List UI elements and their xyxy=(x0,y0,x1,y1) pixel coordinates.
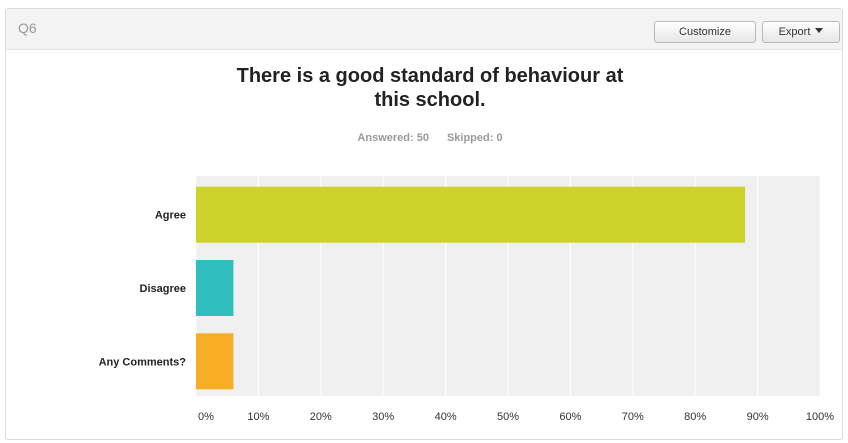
customize-label: Customize xyxy=(679,26,731,38)
bar xyxy=(196,260,234,316)
x-tick-label: 0% xyxy=(198,411,214,423)
x-tick-label: 80% xyxy=(684,411,706,423)
export-label: Export xyxy=(778,26,811,38)
response-stats: Answered: 50 Skipped: 0 xyxy=(220,132,640,144)
x-tick-label: 10% xyxy=(247,411,269,423)
category-label: Disagree xyxy=(140,283,186,295)
category-label: Any Comments? xyxy=(99,356,187,368)
x-tick-label: 40% xyxy=(435,411,457,423)
bar xyxy=(196,333,234,390)
question-number: Q6 xyxy=(18,20,37,36)
x-tick-label: 20% xyxy=(310,411,332,423)
x-tick-label: 90% xyxy=(747,411,769,423)
question-header: Q6 Customize Export xyxy=(6,9,842,50)
x-tick-label: 30% xyxy=(372,411,394,423)
chevron-down-icon xyxy=(815,28,824,33)
x-tick-label: 100% xyxy=(806,411,834,423)
customize-button[interactable]: Customize xyxy=(654,21,756,43)
chart-title-line-1: There is a good standard of behaviour at xyxy=(236,65,624,87)
bar xyxy=(196,186,746,243)
x-tick-label: 50% xyxy=(497,411,519,423)
x-tick-label: 60% xyxy=(559,411,581,423)
chart-title: There is a good standard of behaviour at… xyxy=(160,64,700,112)
answered-count: Answered: 50 xyxy=(357,132,429,144)
skipped-count: Skipped: 0 xyxy=(446,132,503,144)
x-tick-label: 70% xyxy=(622,411,644,423)
category-label: Agree xyxy=(155,210,186,222)
chart-title-line-2: this school. xyxy=(374,89,486,111)
export-button[interactable]: Export xyxy=(762,21,840,43)
